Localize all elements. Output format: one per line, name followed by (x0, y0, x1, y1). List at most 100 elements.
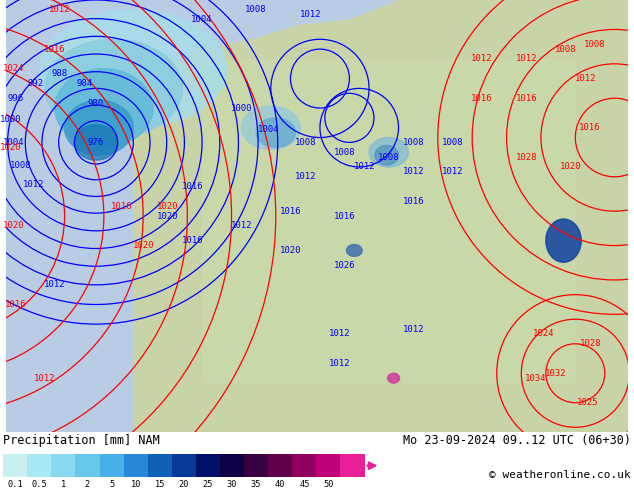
Text: 1016: 1016 (280, 207, 301, 216)
Text: 1008: 1008 (403, 138, 424, 147)
Polygon shape (256, 118, 295, 147)
Text: 1020: 1020 (157, 202, 178, 211)
Text: 1008: 1008 (10, 161, 31, 170)
Bar (148, 454, 172, 477)
Bar (340, 454, 365, 477)
Polygon shape (242, 106, 301, 149)
Text: 1012: 1012 (403, 168, 424, 176)
Polygon shape (74, 125, 118, 160)
Text: 1032: 1032 (545, 369, 566, 378)
Polygon shape (45, 39, 183, 138)
Text: © weatheronline.co.uk: © weatheronline.co.uk (489, 470, 631, 480)
Text: 1016: 1016 (471, 94, 493, 103)
Polygon shape (546, 219, 581, 262)
Bar (268, 454, 292, 477)
Text: 1024: 1024 (533, 329, 555, 339)
Polygon shape (40, 10, 226, 128)
Polygon shape (65, 100, 133, 155)
Text: 1012: 1012 (403, 324, 424, 334)
Text: 1000: 1000 (0, 115, 22, 124)
Bar (292, 454, 316, 477)
Bar (27, 454, 51, 477)
Text: 1025: 1025 (576, 398, 598, 407)
Text: 984: 984 (76, 79, 93, 88)
Text: 1020: 1020 (133, 241, 154, 250)
Text: 1008: 1008 (555, 45, 576, 53)
Text: 20: 20 (179, 480, 189, 489)
Bar (220, 454, 244, 477)
Text: 1024: 1024 (3, 64, 24, 74)
Text: 45: 45 (299, 480, 309, 489)
Bar (75, 454, 100, 477)
Text: 1012: 1012 (34, 374, 56, 383)
Bar (124, 454, 148, 477)
Text: 1012: 1012 (231, 221, 252, 230)
Polygon shape (122, 0, 628, 432)
Text: 996: 996 (8, 94, 23, 103)
Text: 1016: 1016 (515, 94, 537, 103)
Text: 1028: 1028 (515, 153, 537, 162)
Text: 1016: 1016 (44, 45, 65, 53)
Text: Precipitation [mm] NAM: Precipitation [mm] NAM (3, 434, 160, 447)
Polygon shape (202, 59, 575, 383)
Text: 1012: 1012 (353, 163, 375, 172)
Text: 1012: 1012 (442, 168, 463, 176)
Text: 1016: 1016 (403, 197, 424, 206)
Text: 15: 15 (155, 480, 165, 489)
Text: 1008: 1008 (333, 148, 355, 157)
Text: 1020: 1020 (157, 212, 178, 220)
Text: 1012: 1012 (329, 359, 351, 368)
Bar (6, 0, 133, 432)
Text: 50: 50 (323, 480, 333, 489)
Polygon shape (388, 373, 399, 383)
Text: 1026: 1026 (333, 261, 355, 270)
Text: 1000: 1000 (231, 103, 252, 113)
Polygon shape (55, 69, 153, 147)
Text: 5: 5 (109, 480, 114, 489)
Bar (244, 454, 268, 477)
Text: 1016: 1016 (111, 202, 133, 211)
Text: 1012: 1012 (515, 54, 537, 63)
Text: 1008: 1008 (245, 5, 267, 14)
Text: 1020: 1020 (280, 246, 301, 255)
Text: 25: 25 (203, 480, 213, 489)
Bar (3, 454, 27, 477)
Text: 10: 10 (131, 480, 141, 489)
Text: 1012: 1012 (574, 74, 596, 83)
Text: 1004: 1004 (3, 138, 24, 147)
Text: 1008: 1008 (442, 138, 463, 147)
Text: 1012: 1012 (329, 329, 351, 339)
Text: 1028: 1028 (580, 339, 602, 348)
Text: 1012: 1012 (44, 280, 65, 290)
Bar (100, 454, 124, 477)
Text: 980: 980 (88, 98, 104, 108)
Text: 1004: 1004 (191, 15, 213, 24)
Text: 1012: 1012 (22, 180, 44, 189)
Text: 1016: 1016 (333, 212, 355, 220)
Text: 1004: 1004 (258, 125, 280, 134)
Text: 1: 1 (61, 480, 66, 489)
Polygon shape (369, 138, 408, 167)
Text: 992: 992 (27, 79, 43, 88)
Text: 1034: 1034 (526, 374, 547, 383)
Polygon shape (375, 146, 399, 165)
Bar (196, 454, 220, 477)
Text: 40: 40 (275, 480, 285, 489)
Text: 1016: 1016 (4, 300, 26, 309)
Bar (172, 454, 196, 477)
Text: Mo 23-09-2024 09..12 UTC (06+30): Mo 23-09-2024 09..12 UTC (06+30) (403, 434, 631, 447)
Text: 1020: 1020 (560, 163, 581, 172)
Text: 35: 35 (251, 480, 261, 489)
Text: 1016: 1016 (579, 123, 601, 132)
Text: 1020: 1020 (3, 221, 24, 230)
Bar (51, 454, 75, 477)
Text: 1008: 1008 (584, 40, 605, 49)
Text: 1016: 1016 (181, 236, 203, 245)
Bar (316, 454, 340, 477)
Polygon shape (346, 245, 362, 256)
Text: 0.5: 0.5 (32, 480, 47, 489)
Text: 1012: 1012 (471, 54, 493, 63)
Text: 30: 30 (227, 480, 237, 489)
Text: 988: 988 (51, 69, 68, 78)
Text: 0.1: 0.1 (8, 480, 23, 489)
